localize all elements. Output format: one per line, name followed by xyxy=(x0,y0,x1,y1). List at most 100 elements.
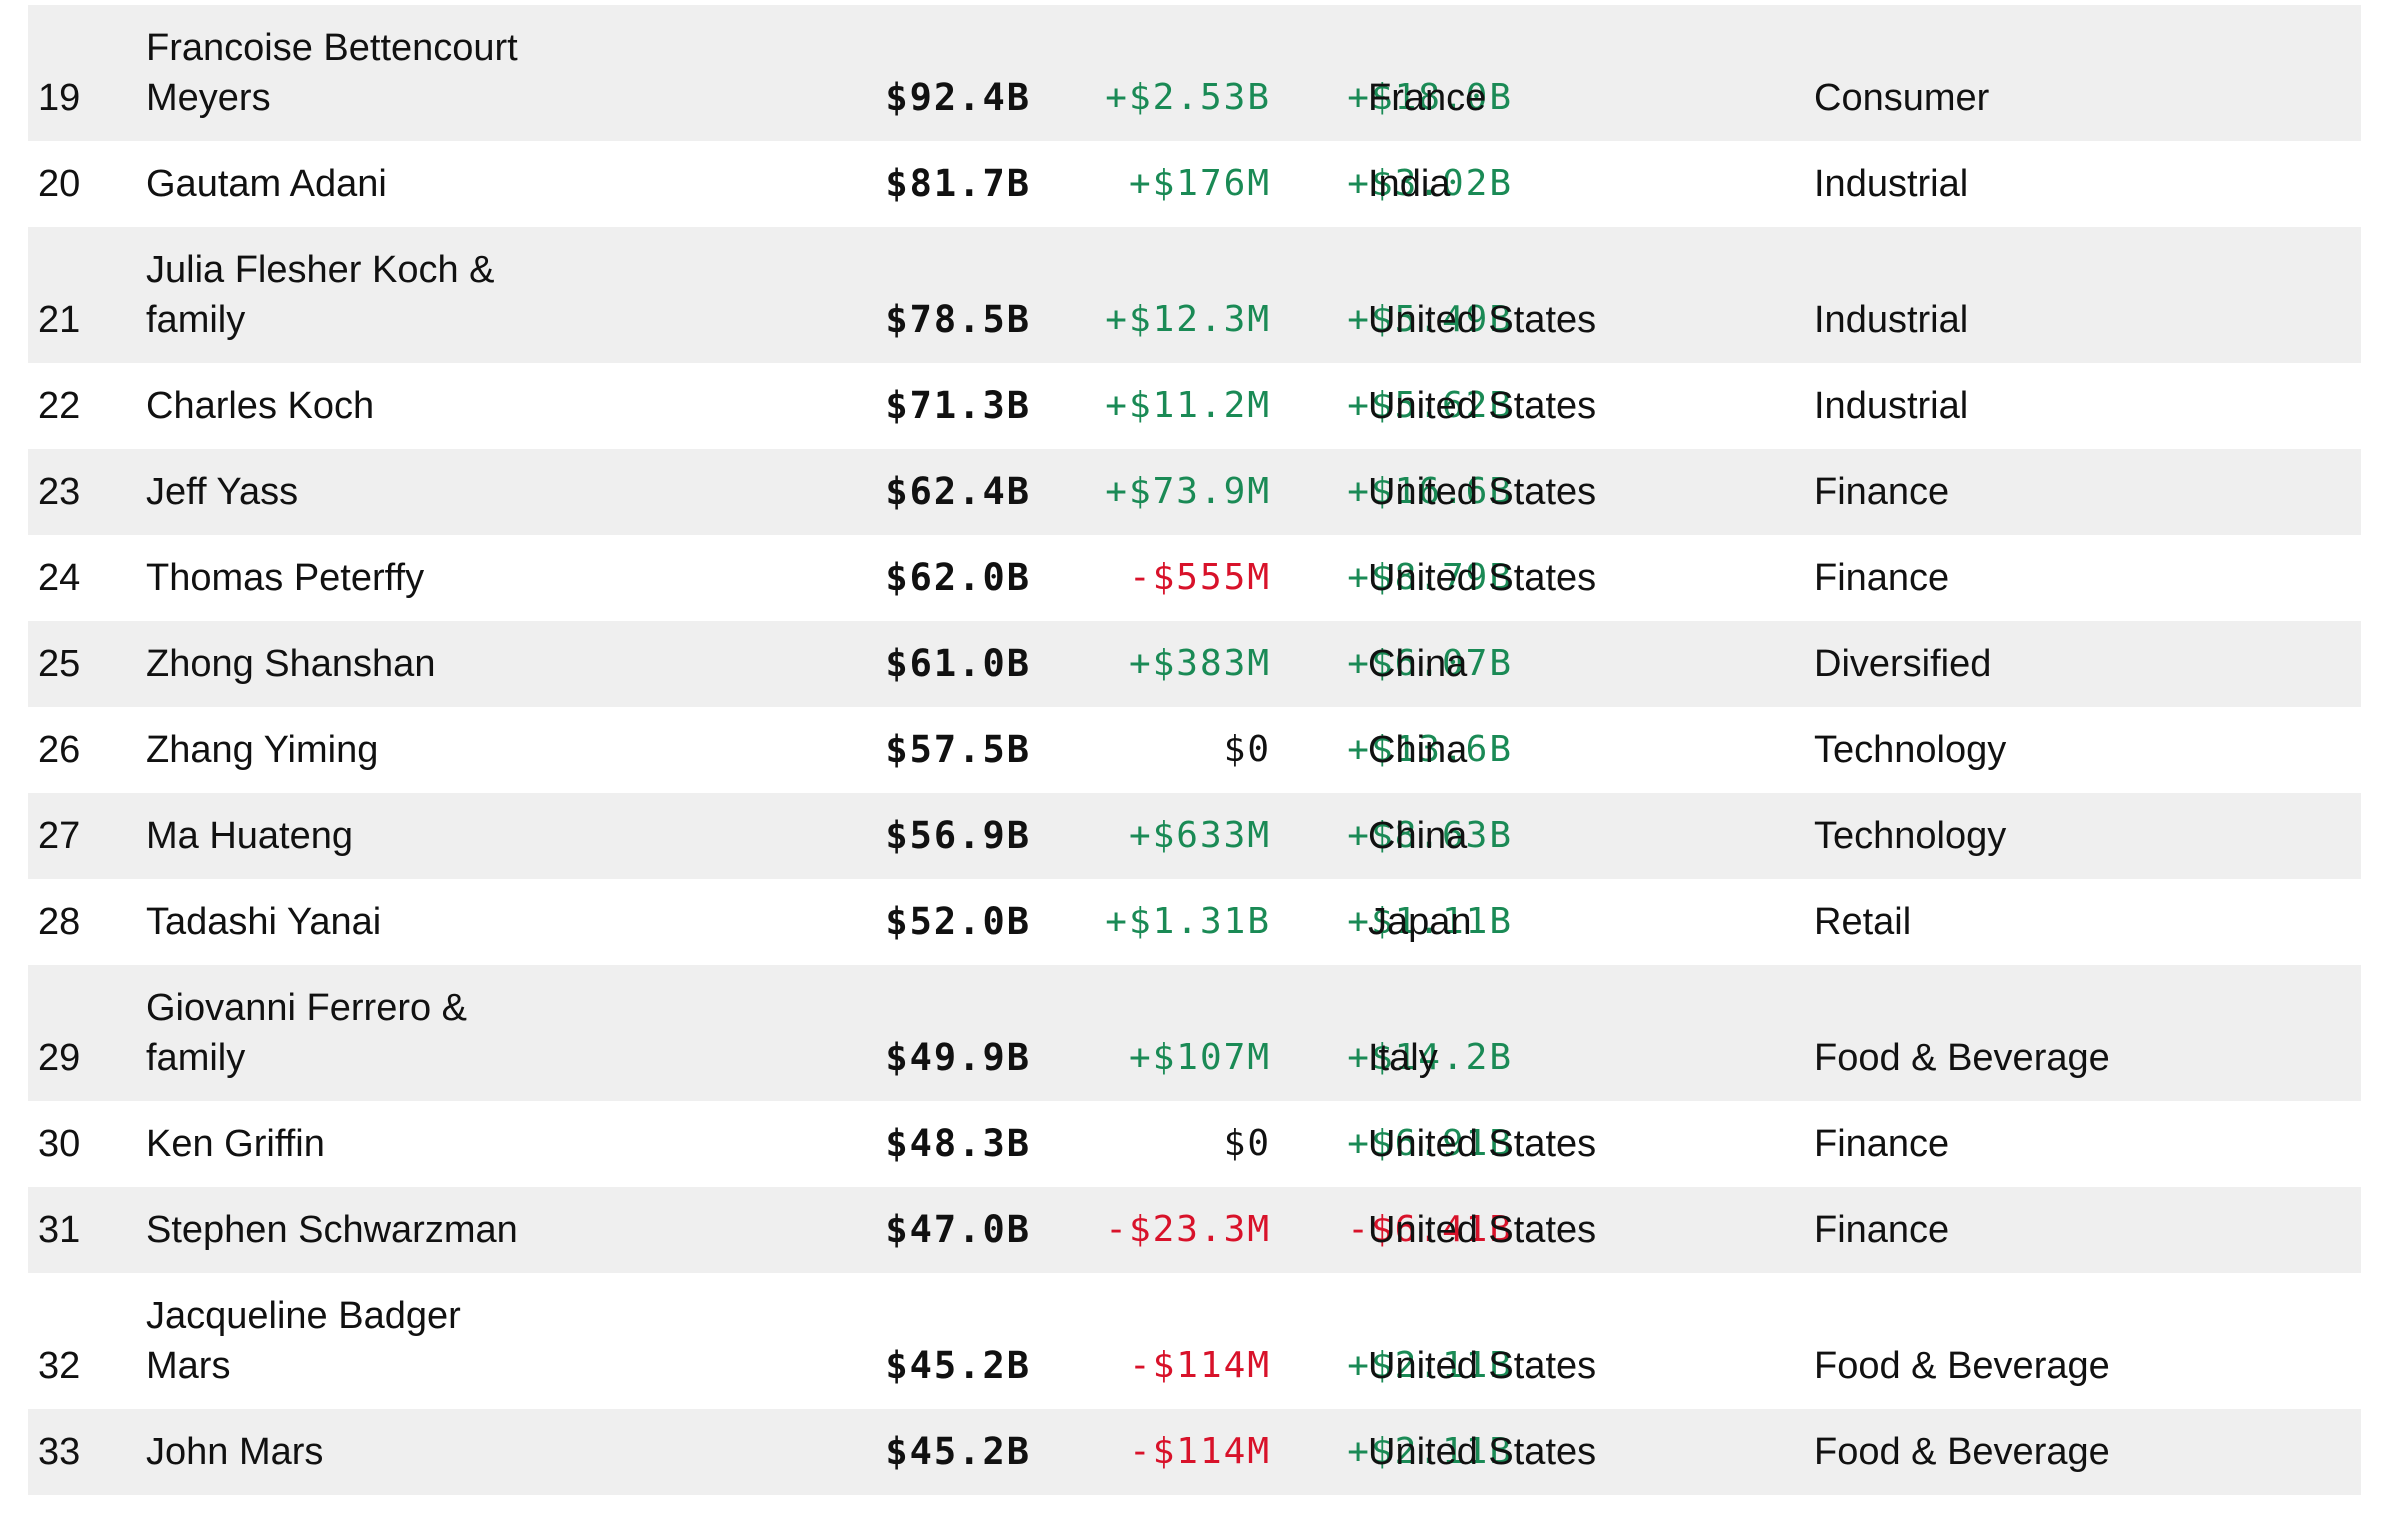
rank-cell: 24 xyxy=(38,557,81,599)
last-change-cell: +$12.3M xyxy=(1105,299,1271,340)
name-cell[interactable]: Zhang Yiming xyxy=(146,729,379,771)
net-worth-cell: $52.0B xyxy=(885,900,1031,943)
net-worth-cell: $45.2B xyxy=(885,1344,1031,1387)
rank-cell: 30 xyxy=(38,1123,81,1165)
table-row[interactable]: 32 Jacqueline Badger Mars $45.2B -$114M +$2.… xyxy=(28,1273,2361,1409)
net-worth-cell: $78.5B xyxy=(885,298,1031,341)
net-worth-cell: $92.4B xyxy=(885,76,1031,119)
name-cell[interactable]: Julia Flesher Koch & family xyxy=(146,249,495,341)
country-cell: China xyxy=(1368,815,1468,857)
rank-cell: 25 xyxy=(38,643,81,685)
net-worth-cell: $62.0B xyxy=(885,556,1031,599)
table-row[interactable]: 27 Ma Huateng $56.9B +$633M +$8.63B China Tech… xyxy=(28,793,2361,879)
industry-cell: Finance xyxy=(1814,557,1950,599)
country-cell: United States xyxy=(1368,557,1597,599)
ytd-change-cell: +$13.6B xyxy=(1347,729,1513,770)
table-row[interactable]: 21 Julia Flesher Koch & family $78.5B +$12.… xyxy=(28,227,2361,363)
ytd-change-cell: +$18.0B xyxy=(1347,77,1513,118)
ytd-change-cell: +$14.2B xyxy=(1347,1037,1513,1078)
table-row[interactable]: 22 Charles Koch $71.3B +$11.2M +$5.62B United… xyxy=(28,363,2361,449)
last-change-cell: +$107M xyxy=(1128,1037,1271,1078)
last-change-cell: -$555M xyxy=(1128,557,1271,598)
net-worth-cell: $48.3B xyxy=(885,1122,1031,1165)
ytd-change-cell: -$6.41B xyxy=(1347,1209,1513,1250)
table-row[interactable]: 24 Thomas Peterffy $62.0B -$555M +$8.79B Unit… xyxy=(28,535,2361,621)
name-cell[interactable]: Francoise Bettencourt Meyers xyxy=(146,27,518,119)
name-cell[interactable]: Gautam Adani xyxy=(146,163,387,205)
ytd-change-cell: +$6.91B xyxy=(1347,1123,1513,1164)
net-worth-cell: $61.0B xyxy=(885,642,1031,685)
industry-cell: Industrial xyxy=(1814,163,1969,205)
name-cell[interactable]: Thomas Peterffy xyxy=(146,557,425,599)
net-worth-cell: $71.3B xyxy=(885,384,1031,427)
industry-cell: Finance xyxy=(1814,1209,1950,1251)
name-cell[interactable]: Ma Huateng xyxy=(146,815,354,857)
name-cell[interactable]: Ken Griffin xyxy=(146,1123,325,1165)
rank-cell: 22 xyxy=(38,385,81,427)
table-row[interactable]: 20 Gautam Adani $81.7B +$176M +$3.02B India In… xyxy=(28,141,2361,227)
name-cell[interactable]: Jacqueline Badger Mars xyxy=(146,1295,461,1387)
rank-cell: 29 xyxy=(38,1037,81,1079)
table-row[interactable]: 26 Zhang Yiming $57.5B $0 +$13.6B China Techno… xyxy=(28,707,2361,793)
name-cell[interactable]: Charles Koch xyxy=(146,385,375,427)
rank-cell: 23 xyxy=(38,471,81,513)
country-cell: Italy xyxy=(1368,1037,1438,1079)
name-cell[interactable]: Stephen Schwarzman xyxy=(146,1209,518,1251)
country-cell: United States xyxy=(1368,471,1597,513)
last-change-cell: +$73.9M xyxy=(1105,471,1271,512)
rank-cell: 19 xyxy=(38,77,81,119)
last-change-cell: +$383M xyxy=(1128,643,1271,684)
name-cell[interactable]: John Mars xyxy=(146,1431,324,1473)
ytd-change-cell: +$16.6B xyxy=(1347,471,1513,512)
rank-cell: 31 xyxy=(38,1209,81,1251)
table-row[interactable]: 25 Zhong Shanshan $61.0B +$383M +$6.07B China… xyxy=(28,621,2361,707)
ytd-change-cell: +$8.79B xyxy=(1347,557,1513,598)
ytd-change-cell: +$6.07B xyxy=(1347,643,1513,684)
industry-cell: Retail xyxy=(1814,901,1912,943)
ytd-change-cell: +$5.62B xyxy=(1347,385,1513,426)
name-cell[interactable]: Tadashi Yanai xyxy=(146,901,382,943)
country-cell: China xyxy=(1368,643,1468,685)
table-row[interactable]: 28 Tadashi Yanai $52.0B +$1.31B +$1.11B Japan… xyxy=(28,879,2361,965)
table-row[interactable]: 33 John Mars $45.2B -$114M +$2.11B United Sta… xyxy=(28,1409,2361,1495)
industry-cell: Consumer xyxy=(1814,77,1990,119)
industry-cell: Food & Beverage xyxy=(1814,1431,2110,1473)
industry-cell: Diversified xyxy=(1814,643,1992,685)
industry-cell: Finance xyxy=(1814,1123,1950,1165)
last-change-cell: $0 xyxy=(1223,1123,1271,1164)
rank-cell: 27 xyxy=(38,815,81,857)
industry-cell: Industrial xyxy=(1814,299,1969,341)
country-cell: United States xyxy=(1368,1345,1597,1387)
rank-cell: 33 xyxy=(38,1431,81,1473)
ytd-change-cell: +$3.02B xyxy=(1347,163,1513,204)
net-worth-cell: $62.4B xyxy=(885,470,1031,513)
rank-cell: 26 xyxy=(38,729,81,771)
country-cell: Japan xyxy=(1368,901,1472,943)
industry-cell: Technology xyxy=(1814,815,2007,857)
last-change-cell: +$1.31B xyxy=(1105,901,1271,942)
ytd-change-cell: +$2.11B xyxy=(1347,1431,1513,1472)
last-change-cell: -$114M xyxy=(1128,1345,1271,1386)
table-row[interactable]: 29 Giovanni Ferrero & family $49.9B +$107M +… xyxy=(28,965,2361,1101)
table-row[interactable]: 19 Francoise Bettencourt Meyers $92.4B +$2.… xyxy=(28,5,2361,141)
country-cell: United States xyxy=(1368,1209,1597,1251)
net-worth-cell: $81.7B xyxy=(885,162,1031,205)
net-worth-cell: $47.0B xyxy=(885,1208,1031,1251)
name-cell[interactable]: Zhong Shanshan xyxy=(146,643,436,685)
table-row[interactable]: 31 Stephen Schwarzman $47.0B -$23.3M -$6.41B… xyxy=(28,1187,2361,1273)
industry-cell: Food & Beverage xyxy=(1814,1345,2110,1387)
last-change-cell: +$633M xyxy=(1128,815,1271,856)
table-row[interactable]: 30 Ken Griffin $48.3B $0 +$6.91B United State… xyxy=(28,1101,2361,1187)
country-cell: United States xyxy=(1368,1123,1597,1165)
net-worth-cell: $45.2B xyxy=(885,1430,1031,1473)
industry-cell: Finance xyxy=(1814,471,1950,513)
net-worth-cell: $57.5B xyxy=(885,728,1031,771)
industry-cell: Food & Beverage xyxy=(1814,1037,2110,1079)
industry-cell: Industrial xyxy=(1814,385,1969,427)
rank-cell: 32 xyxy=(38,1345,81,1387)
name-cell[interactable]: Giovanni Ferrero & family xyxy=(146,987,468,1079)
billionaires-table: 19 Francoise Bettencourt Meyers $92.4B +$2.… xyxy=(28,5,2361,1495)
rank-cell: 28 xyxy=(38,901,81,943)
name-cell[interactable]: Jeff Yass xyxy=(146,471,299,513)
table-row[interactable]: 23 Jeff Yass $62.4B +$73.9M +$16.6B United St… xyxy=(28,449,2361,535)
